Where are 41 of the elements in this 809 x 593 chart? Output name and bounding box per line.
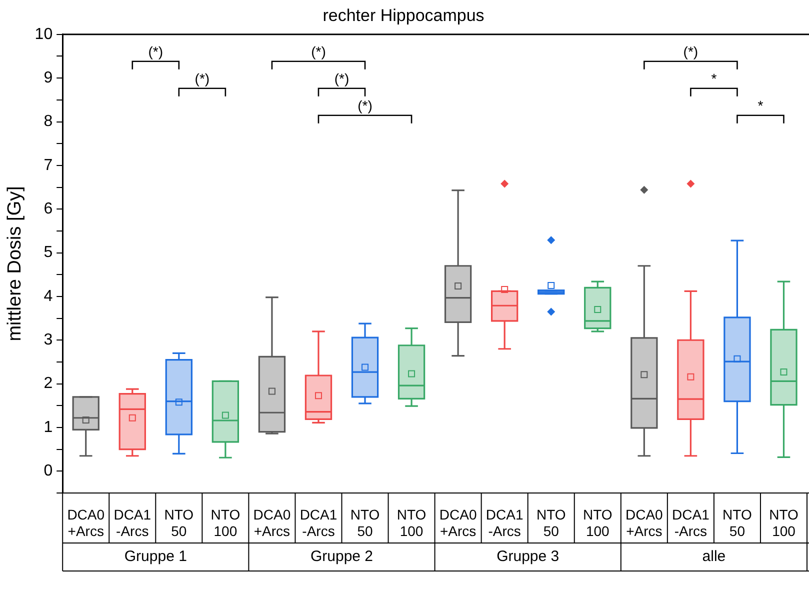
x-tick-label: DCA1 -Arcs bbox=[114, 506, 152, 540]
text: Gruppe 1 bbox=[124, 548, 187, 566]
y-tick-label: 5 bbox=[44, 244, 53, 262]
x-tick-label: DCA0 +Arcs bbox=[625, 506, 664, 540]
y-tick-label: 0 bbox=[44, 462, 53, 480]
y-tick-label: 4 bbox=[44, 288, 53, 305]
x-tick-label: NTO 100 bbox=[582, 506, 612, 540]
x-tick-label: NTO 50 bbox=[536, 506, 566, 540]
annotation: (*) bbox=[683, 43, 698, 60]
annotation: (*) bbox=[334, 70, 350, 86]
y-tick-label: 1 bbox=[44, 418, 53, 436]
y-tick-label: 2 bbox=[44, 375, 53, 392]
x-tick-label: DCA0 +Arcs bbox=[67, 506, 105, 540]
x-tick-label: NTO 100 bbox=[769, 506, 798, 540]
chart-title: rechter Hippocampus bbox=[322, 6, 484, 25]
y-tick-label: 8 bbox=[44, 113, 53, 130]
y-tick-label: 6 bbox=[44, 200, 53, 218]
x-tick-label: DCA1 -Arcs bbox=[672, 506, 710, 540]
x-tick-label: NTO 100 bbox=[210, 506, 240, 540]
x-tick-label: NTO 100 bbox=[396, 506, 426, 540]
x-tick-label: NTO 50 bbox=[350, 506, 380, 540]
y-tick-label: 7 bbox=[44, 156, 53, 174]
text: alle bbox=[702, 548, 726, 566]
x-tick-label: DCA0 +Arcs bbox=[253, 506, 291, 540]
x-tick-label: DCA1 -Arcs bbox=[300, 506, 338, 540]
annotation: * bbox=[711, 70, 718, 86]
x-tick-label: NTO 50 bbox=[722, 506, 752, 540]
annotation: (*) bbox=[311, 43, 326, 60]
y-tick-label: 10 bbox=[34, 26, 53, 43]
annotation: * bbox=[758, 97, 764, 114]
y-tick-label: 9 bbox=[44, 69, 53, 86]
y-axis-title: mittlere Dosis [Gy] bbox=[4, 186, 26, 342]
x-tick-label: DCA0 +Arcs bbox=[439, 506, 477, 540]
text: Gruppe 2 bbox=[310, 548, 374, 566]
x-tick-label: DCA1 -Arcs bbox=[486, 506, 524, 540]
annotation: (*) bbox=[358, 97, 372, 114]
text: Gruppe 3 bbox=[496, 548, 560, 566]
annotation: (*) bbox=[194, 70, 210, 86]
x-tick-label: NTO 50 bbox=[164, 506, 194, 540]
annotation: (*) bbox=[148, 43, 164, 60]
y-tick-label: 3 bbox=[44, 332, 53, 349]
